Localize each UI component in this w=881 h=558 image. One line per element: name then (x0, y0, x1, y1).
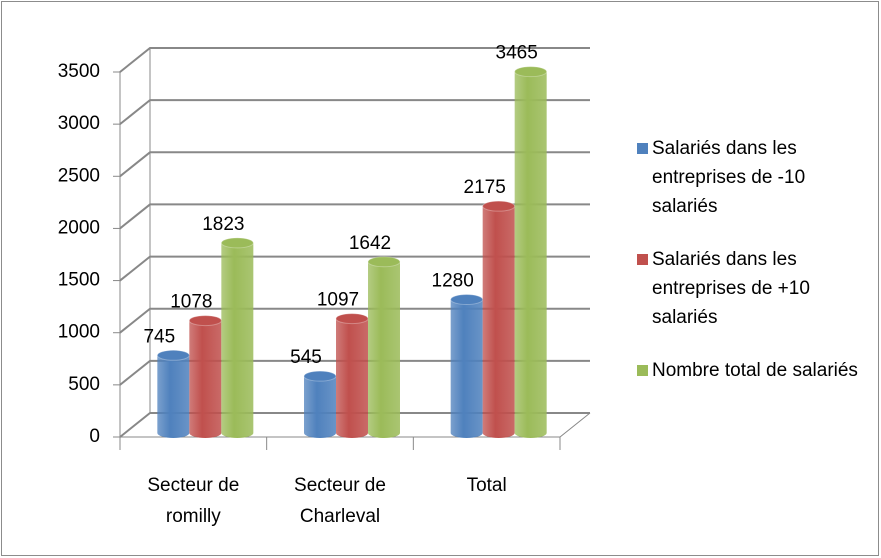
grid-line (119, 359, 590, 386)
y-tick-label: 2500 (58, 165, 100, 186)
y-tick-label: 3500 (58, 61, 100, 82)
data-label: 545 (290, 347, 322, 368)
bar (368, 261, 400, 438)
bar (189, 320, 222, 438)
bar (482, 206, 515, 438)
y-tick-label: 2000 (58, 217, 100, 238)
grid-line (119, 47, 590, 73)
data-label: 1823 (202, 214, 244, 235)
grid-line (119, 307, 590, 334)
bar (336, 318, 368, 438)
bar-top (188, 315, 222, 327)
bar (304, 376, 336, 438)
x-tick-label: Secteur de romilly (147, 475, 240, 527)
grid-line (119, 151, 590, 178)
data-label: 1078 (170, 292, 212, 313)
bar-top (367, 256, 401, 268)
data-label: 1280 (432, 271, 474, 292)
bar-top (450, 294, 484, 306)
y-tick-label: 1500 (58, 270, 100, 291)
x-tick-label: Secteur de Charleval (294, 475, 386, 527)
bar-top (335, 313, 369, 325)
bar-top (303, 370, 337, 382)
data-label: 1097 (317, 290, 359, 311)
legend-label: Salariés dans les entreprises de +10 sal… (652, 249, 810, 328)
legend-swatch (637, 143, 648, 154)
data-label: 3465 (496, 43, 538, 64)
bar (450, 299, 483, 438)
grid-line (119, 203, 590, 230)
y-tick-label: 500 (68, 374, 100, 395)
y-tick-label: 1000 (58, 322, 100, 343)
data-label: 1642 (349, 233, 391, 254)
bar-top (514, 66, 548, 78)
bar-top (156, 349, 190, 361)
legend-swatch (637, 254, 648, 265)
y-tick-label: 3000 (58, 113, 100, 134)
legend-swatch (637, 365, 648, 376)
data-label: 745 (143, 326, 175, 347)
grid-line (119, 412, 590, 438)
x-tick-label: Total (466, 475, 507, 496)
bar-top (220, 237, 254, 249)
bar-top (482, 200, 516, 212)
bar (157, 355, 190, 438)
y-tick-label: 0 (89, 426, 100, 447)
data-label: 2175 (464, 177, 506, 198)
bar (221, 242, 254, 438)
legend-label: Nombre total de salariés (652, 360, 858, 381)
bar (514, 71, 547, 439)
legend-label: Salariés dans les entreprises de -10 sal… (652, 138, 806, 217)
grid-line (119, 99, 590, 125)
grid-line (119, 255, 590, 282)
